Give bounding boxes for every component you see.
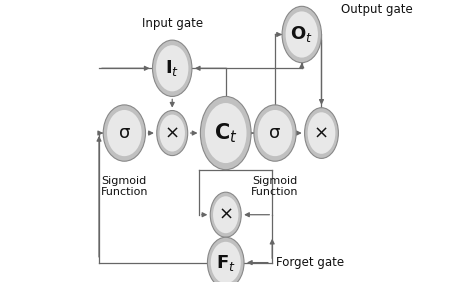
- Ellipse shape: [160, 115, 185, 151]
- Ellipse shape: [208, 237, 244, 283]
- Ellipse shape: [156, 45, 188, 91]
- Text: σ: σ: [269, 124, 281, 142]
- Ellipse shape: [157, 111, 188, 156]
- Text: Forget gate: Forget gate: [276, 256, 345, 269]
- Text: O$_t$: O$_t$: [291, 25, 313, 44]
- Ellipse shape: [254, 105, 296, 161]
- Text: Sigmoid
Function: Sigmoid Function: [251, 176, 299, 197]
- Ellipse shape: [308, 112, 335, 154]
- Ellipse shape: [282, 6, 321, 63]
- Ellipse shape: [210, 192, 241, 237]
- Text: F$_t$: F$_t$: [216, 253, 236, 273]
- Ellipse shape: [201, 97, 251, 170]
- Text: Input gate: Input gate: [142, 17, 203, 30]
- Ellipse shape: [107, 110, 142, 156]
- Ellipse shape: [258, 110, 292, 156]
- Ellipse shape: [286, 11, 318, 57]
- Ellipse shape: [211, 242, 241, 283]
- Text: I$_t$: I$_t$: [165, 58, 179, 78]
- Text: σ: σ: [118, 124, 130, 142]
- Text: ×: ×: [314, 124, 329, 142]
- Text: Output gate: Output gate: [341, 3, 413, 16]
- Ellipse shape: [213, 196, 238, 233]
- Text: Sigmoid
Function: Sigmoid Function: [100, 176, 148, 197]
- Ellipse shape: [205, 103, 246, 163]
- Text: C$_t$: C$_t$: [214, 121, 237, 145]
- Ellipse shape: [153, 40, 192, 97]
- Ellipse shape: [103, 105, 146, 161]
- Text: ×: ×: [218, 206, 233, 224]
- Ellipse shape: [305, 108, 338, 158]
- Text: ×: ×: [164, 124, 180, 142]
